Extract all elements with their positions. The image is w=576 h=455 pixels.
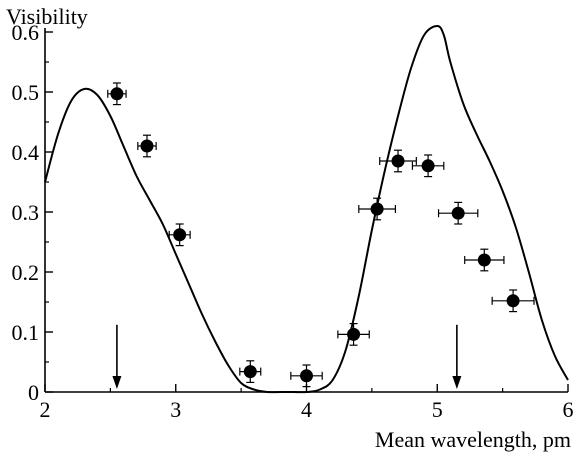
y-tick-label-2: 0.2	[12, 260, 40, 285]
data-point-9	[437, 201, 479, 225]
data-marker	[370, 202, 384, 216]
y-tick-label-3: 0.3	[12, 200, 40, 225]
y-axis-label: Visibility	[6, 4, 88, 29]
model-curve-layer	[44, 24, 569, 394]
data-point-7	[379, 149, 417, 173]
x-tick-label-4: 6	[563, 397, 574, 422]
data-marker	[477, 253, 491, 267]
y-tick-label-5: 0.5	[12, 80, 40, 105]
data-points-layer	[107, 82, 535, 388]
y-tick-label-6: 0.6	[12, 20, 40, 45]
y-tick-label-4: 0.4	[12, 140, 40, 165]
x-tick-label-3: 5	[432, 397, 443, 422]
data-point-10	[464, 248, 505, 272]
x-tick-label-1: 3	[170, 397, 181, 422]
data-marker	[110, 87, 124, 101]
data-point-2	[168, 223, 191, 247]
data-point-0	[107, 82, 127, 106]
data-marker	[506, 294, 520, 308]
data-marker	[173, 228, 187, 242]
data-marker	[300, 369, 313, 383]
data-point-8	[411, 154, 445, 178]
x-tick-label-0: 2	[40, 397, 51, 422]
arrow-head-0	[112, 376, 122, 389]
x-axis-label: Mean wavelength, pm	[375, 427, 571, 452]
data-point-3	[239, 360, 262, 383]
data-marker	[140, 139, 154, 153]
data-point-4	[290, 364, 323, 388]
model-curve	[44, 24, 569, 394]
data-marker	[391, 154, 405, 168]
data-point-6	[358, 197, 397, 221]
x-tick-label-2: 4	[301, 397, 312, 422]
arrow-head-1	[452, 376, 462, 389]
data-point-11	[491, 289, 535, 313]
y-tick-label-1: 0.1	[12, 320, 40, 345]
data-marker	[243, 365, 257, 379]
axes-layer: Visibility Mean wavelength, pm 2 3 4 5 6 0 0.1…	[6, 4, 574, 452]
data-point-1	[137, 134, 157, 158]
arrow-layer	[112, 324, 462, 389]
y-tick-label-0: 0	[28, 380, 39, 405]
data-marker	[347, 327, 361, 341]
data-marker	[451, 206, 465, 220]
data-point-5	[337, 323, 370, 346]
data-marker	[421, 159, 435, 173]
